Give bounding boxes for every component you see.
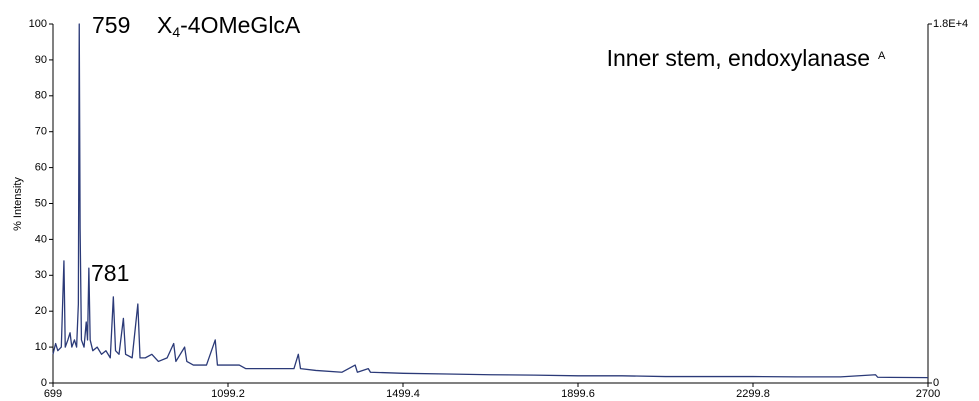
y-tick-label: 90	[35, 54, 47, 66]
y-tick-label: 30	[35, 269, 47, 281]
y2-tick-label: 0	[933, 377, 939, 389]
y-tick-label: 40	[35, 233, 47, 245]
peak-assignment: X4-4OMeGlcA	[157, 12, 301, 40]
y-tick-label: 70	[35, 126, 47, 138]
peak-label: 781	[91, 260, 129, 286]
y-tick-label: 0	[41, 377, 47, 389]
peak-assignment-part: X	[157, 12, 172, 38]
y-tick-label: 50	[35, 197, 47, 209]
x-tick-label: 2700	[916, 388, 940, 400]
x-tick-label: 1899.6	[561, 388, 595, 400]
y-tick-label: 60	[35, 162, 47, 174]
peak-label: 759	[92, 12, 130, 38]
x-tick-label: 699	[44, 388, 62, 400]
peak-assignment-part: -4OMeGlcA	[180, 12, 301, 38]
y2-tick-label: 1.8E+4	[933, 18, 968, 30]
y-tick-label: 100	[29, 18, 47, 30]
spectrum-line	[52, 23, 929, 379]
x-tick-label: 2299.8	[736, 388, 770, 400]
panel-letter: A	[878, 50, 886, 62]
x-tick-label: 1099.2	[211, 388, 245, 400]
x-tick-label: 1499.4	[386, 388, 420, 400]
peak-assignment-subscript: 4	[172, 24, 180, 40]
y-tick-label: 20	[35, 305, 47, 317]
y-axis-label: % Intensity	[12, 177, 24, 231]
y-tick-label: 80	[35, 90, 47, 102]
y-tick-label: 10	[35, 341, 47, 353]
panel-title: Inner stem, endoxylanase	[607, 45, 870, 71]
